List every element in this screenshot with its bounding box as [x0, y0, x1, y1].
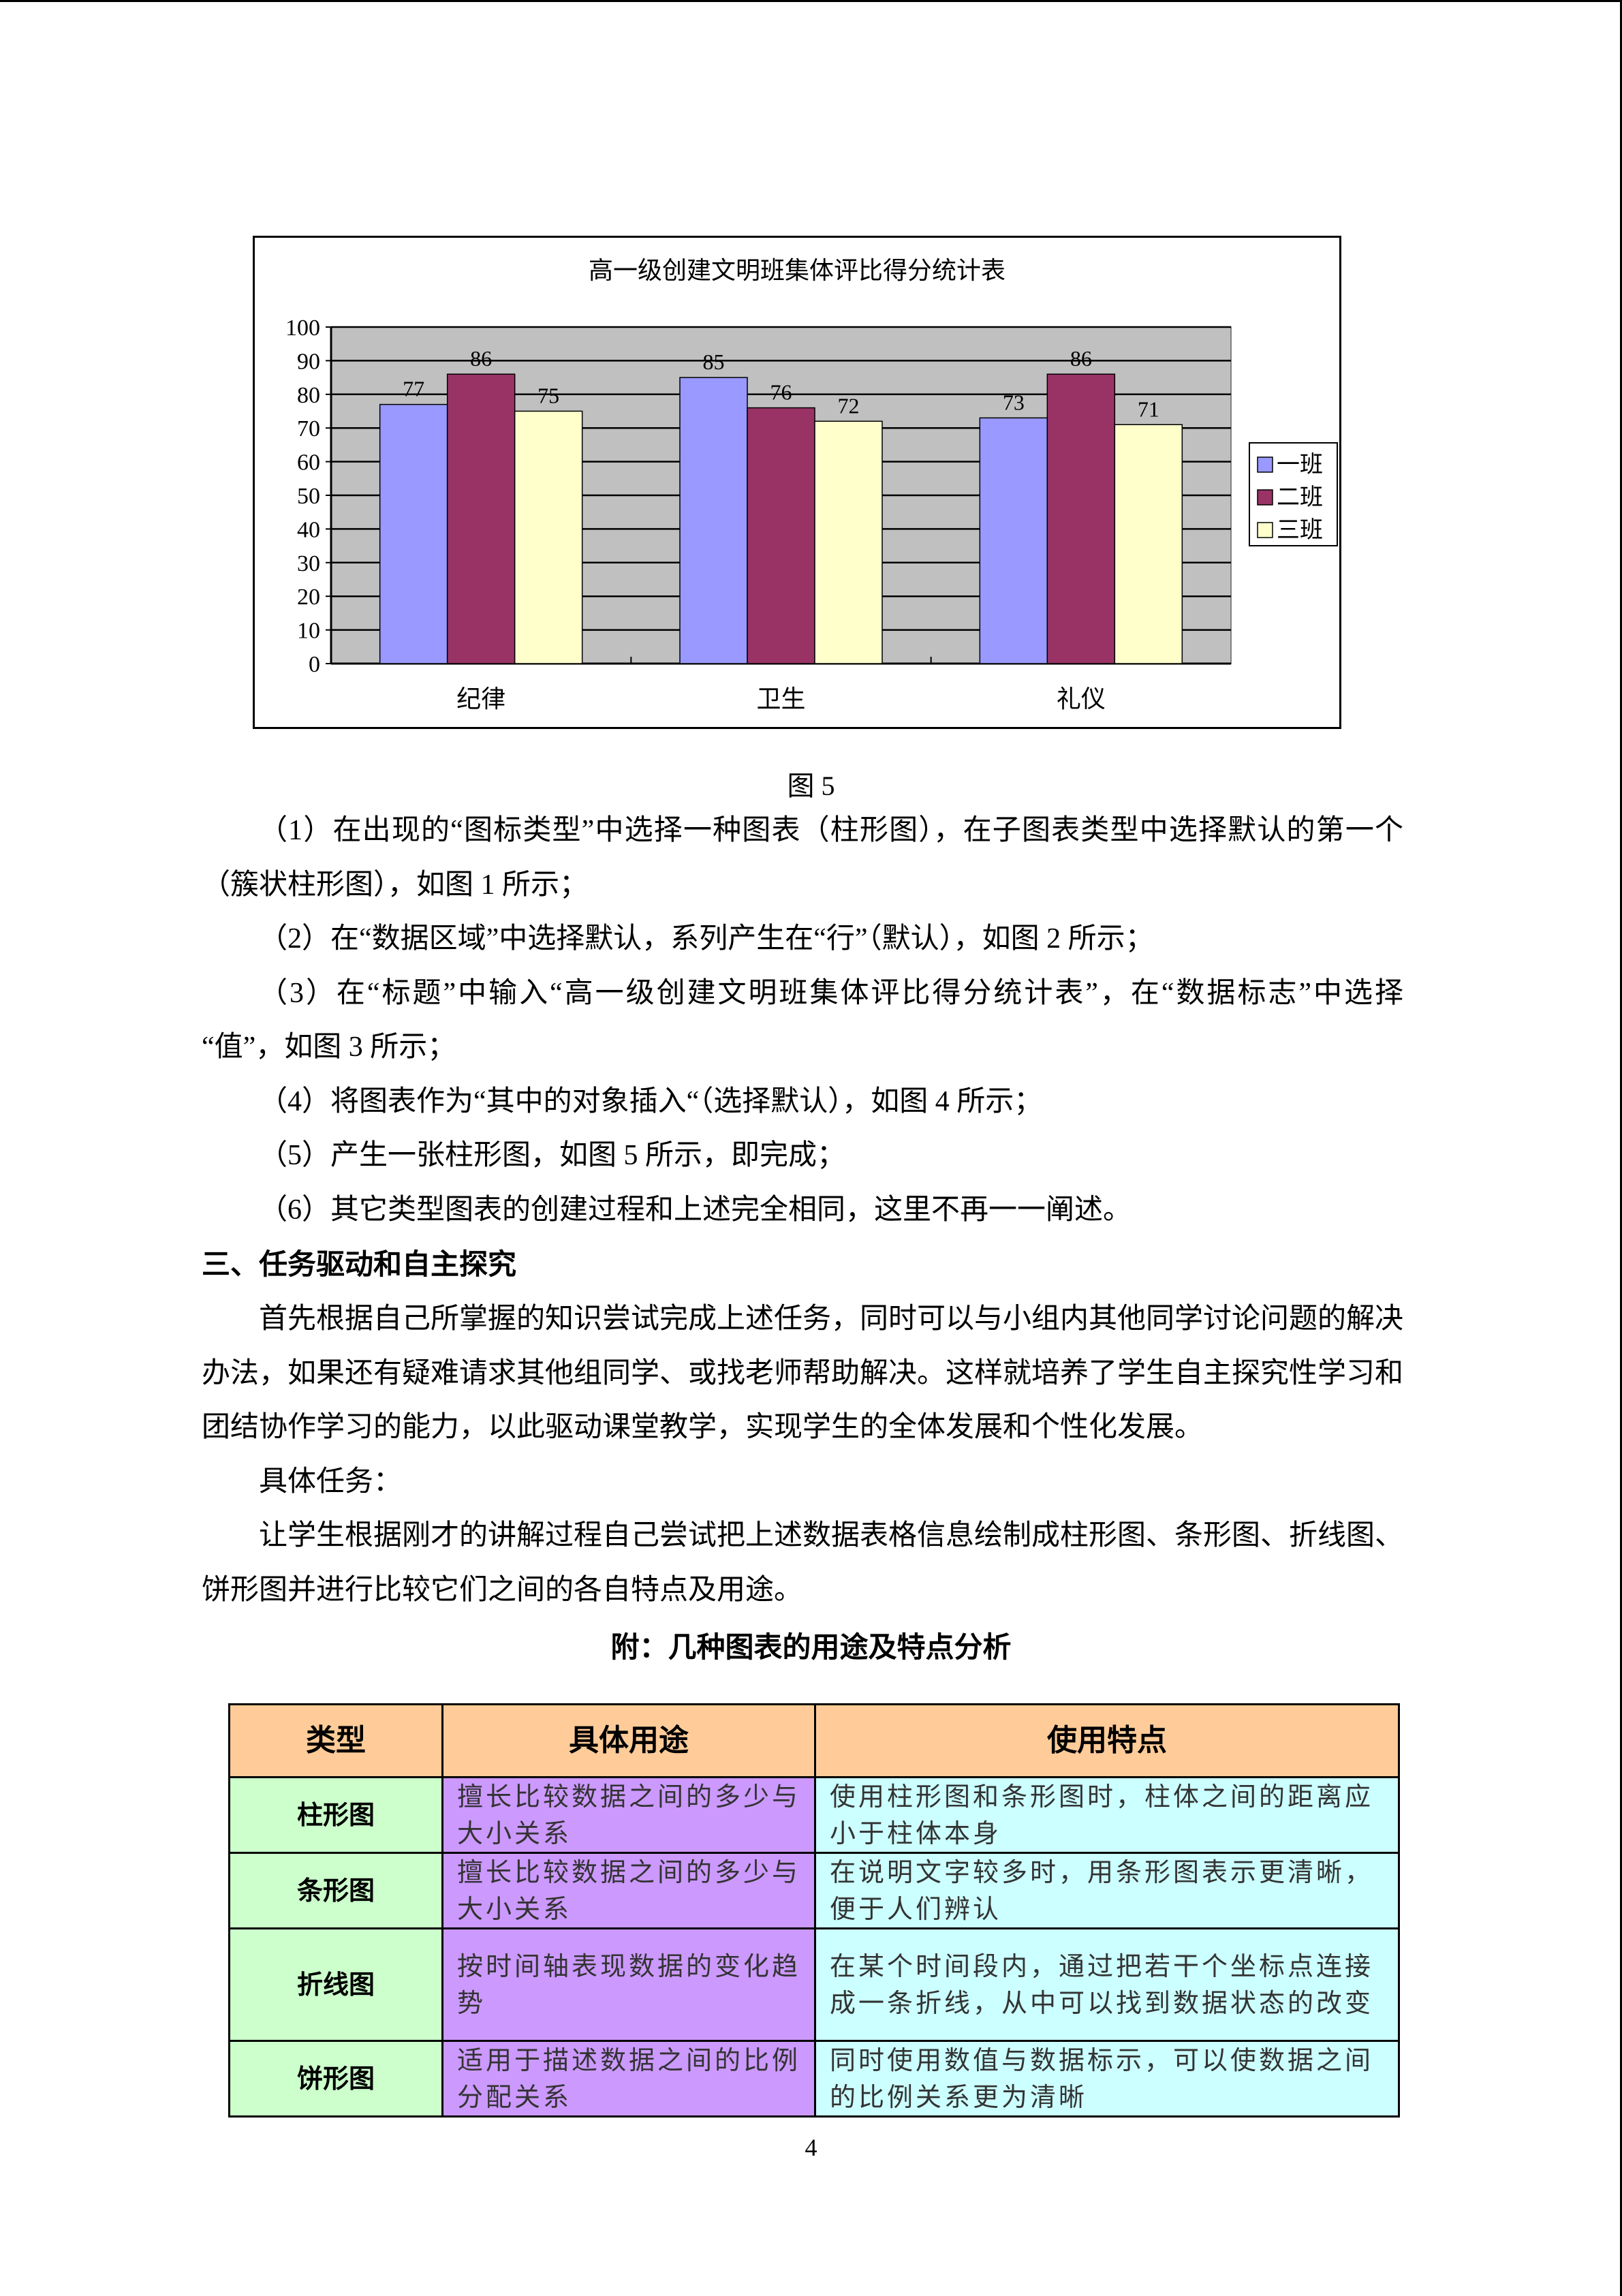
x-tick-label: 卫生 — [756, 685, 805, 713]
table-cell: 擅长比较数据之间的多少与大小关系 — [441, 1776, 816, 1854]
chart-title: 高一级创建文明班集体评比得分统计表 — [589, 257, 1005, 284]
column-header: 类型 — [228, 1703, 443, 1778]
text-line: （6）其它类型图表的创建过程和上述完全相同，这里不再一一阐述。 — [259, 1194, 1132, 1226]
x-tick-label: 礼仪 — [1057, 685, 1106, 713]
data-label: 72 — [838, 393, 860, 418]
table-cell: 柱形图 — [228, 1776, 443, 1854]
text-line: （4）将图表作为“其中的对象插入“（选择默认），如图 4 所示； — [259, 1086, 1043, 1117]
legend-swatch — [1257, 489, 1273, 506]
y-tick-label: 80 — [297, 383, 320, 408]
chart-types-table: 类型 具体用途 使用特点 柱形图 擅长比较数据之间的多少与大小关系 使用柱形图和条形图时… — [228, 1703, 1400, 2117]
text-line: 让学生根据刚才的讲解过程自己尝试把上述数据表格信息绘制成柱形图、条形图、折线图、 — [259, 1520, 1404, 1551]
table-cell: 饼形图 — [228, 2040, 443, 2117]
text-line: 三、任务驱动和自主探究 — [202, 1250, 517, 1281]
table-cell: 在说明文字较多时，用条形图表示更清晰，便于人们辨认 — [814, 1852, 1400, 1929]
data-label: 86 — [1070, 346, 1092, 371]
bar — [679, 377, 748, 664]
bar-chart: 高一级创建文明班集体评比得分统计表 0 10 20 30 40 50 60 70 80 90 100 纪… — [253, 236, 1341, 729]
text-line: 饼形图并进行比较它们之间的各自特点及用途。 — [202, 1574, 803, 1606]
bar — [1046, 373, 1116, 664]
table-cell: 同时使用数值与数据标示，可以使数据之间的比例关系更为清晰 — [814, 2040, 1400, 2117]
table-cell: 适用于描述数据之间的比例分配关系 — [441, 2040, 816, 2117]
table-row: 饼形图 适用于描述数据之间的比例分配关系 同时使用数值与数据标示，可以使数据之间的比… — [228, 2040, 1400, 2117]
data-label: 86 — [470, 346, 492, 371]
table-row: 折线图 按时间轴表现数据的变化趋势 在某个时间段内，通过把若干个坐标点连接成一条折线… — [228, 1927, 1400, 2042]
text-line: （1）在出现的“图标类型”中选择一种图表（柱形图），在子图表类型中选择默认的第一… — [259, 815, 1403, 846]
data-label: 77 — [403, 377, 424, 401]
y-tick-label: 10 — [297, 619, 320, 644]
text-line: （3）在“标题”中输入“高一级创建文明班集体评比得分统计表”，在“数据标志”中选… — [259, 978, 1403, 1009]
table-header-row: 类型 具体用途 使用特点 — [228, 1703, 1400, 1778]
legend-swatch — [1257, 522, 1273, 538]
data-label: 85 — [703, 350, 725, 374]
column-header: 使用特点 — [814, 1703, 1400, 1778]
y-tick-label: 30 — [297, 551, 320, 576]
y-tick-label: 0 — [309, 652, 320, 677]
y-tick-label: 60 — [297, 450, 320, 476]
text-line: （簇状柱形图），如图 1 所示； — [202, 869, 589, 901]
figure-caption: 图 5 — [787, 771, 835, 801]
bar — [446, 373, 516, 664]
text-line: （2）在“数据区域”中选择默认，系列产生在“行”（默认），如图 2 所示； — [259, 923, 1154, 955]
text-line: （5）产生一张柱形图，如图 5 所示，即完成； — [259, 1140, 846, 1171]
table-row: 柱形图 擅长比较数据之间的多少与大小关系 使用柱形图和条形图时，柱体之间的距离应小于… — [228, 1776, 1400, 1854]
legend-swatch — [1257, 456, 1273, 473]
data-label: 71 — [1138, 397, 1159, 421]
text-line: 团结协作学习的能力，以此驱动课堂教学，实现学生的全体发展和个性化发展。 — [202, 1412, 1204, 1443]
bar — [979, 417, 1048, 664]
table-cell: 条形图 — [228, 1852, 443, 1929]
table-cell: 在某个时间段内，通过把若干个坐标点连接成一条折线，从中可以找到数据状态的改变 — [814, 1927, 1400, 2042]
text-line: 首先根据自己所掌握的知识尝试完成上述任务，同时可以与小组内其他同学讨论问题的解决 — [259, 1303, 1404, 1335]
text-line: 具体任务： — [259, 1466, 403, 1498]
page-number: 4 — [805, 2134, 817, 2161]
x-tick-label: 纪律 — [456, 685, 505, 713]
table-cell: 使用柱形图和条形图时，柱体之间的距离应小于柱体本身 — [814, 1776, 1400, 1854]
bar — [1114, 424, 1183, 664]
y-tick-label: 40 — [297, 517, 320, 542]
table-cell: 折线图 — [228, 1927, 443, 2042]
legend-label: 二班 — [1277, 485, 1323, 510]
legend-label: 一班 — [1277, 452, 1323, 478]
y-tick-label: 70 — [297, 416, 320, 441]
text-line: 办法，如果还有疑难请求其他组同学、或找老师帮助解决。这样就培养了学生自主探究性学… — [202, 1358, 1404, 1389]
y-tick-label: 100 — [285, 315, 320, 341]
table-cell: 按时间轴表现数据的变化趋势 — [441, 1927, 816, 2042]
bar — [747, 407, 815, 664]
table-row: 条形图 擅长比较数据之间的多少与大小关系 在说明文字较多时，用条形图表示更清晰，便于… — [228, 1852, 1400, 1929]
data-label: 73 — [1003, 390, 1025, 414]
y-tick-label: 90 — [297, 349, 320, 374]
column-header: 具体用途 — [441, 1703, 816, 1778]
page-edge — [1620, 2, 1622, 2296]
bar — [514, 410, 583, 664]
data-label: 75 — [537, 384, 559, 408]
text-line: 附：几种图表的用途及特点分析 — [610, 1632, 1012, 1664]
text-line: “值”，如图 3 所示； — [202, 1031, 456, 1063]
table-body: 柱形图 擅长比较数据之间的多少与大小关系 使用柱形图和条形图时，柱体之间的距离应小于… — [228, 1776, 1400, 2117]
data-label: 76 — [770, 380, 792, 405]
bar — [379, 403, 448, 664]
table-cell: 擅长比较数据之间的多少与大小关系 — [441, 1852, 816, 1929]
chart-svg: 高一级创建文明班集体评比得分统计表 0 10 20 30 40 50 60 70 80 90 100 纪… — [285, 257, 1338, 713]
legend-label: 三班 — [1277, 518, 1323, 543]
y-tick-label: 50 — [297, 484, 320, 509]
bar — [814, 420, 883, 664]
y-tick-label: 20 — [297, 585, 320, 610]
